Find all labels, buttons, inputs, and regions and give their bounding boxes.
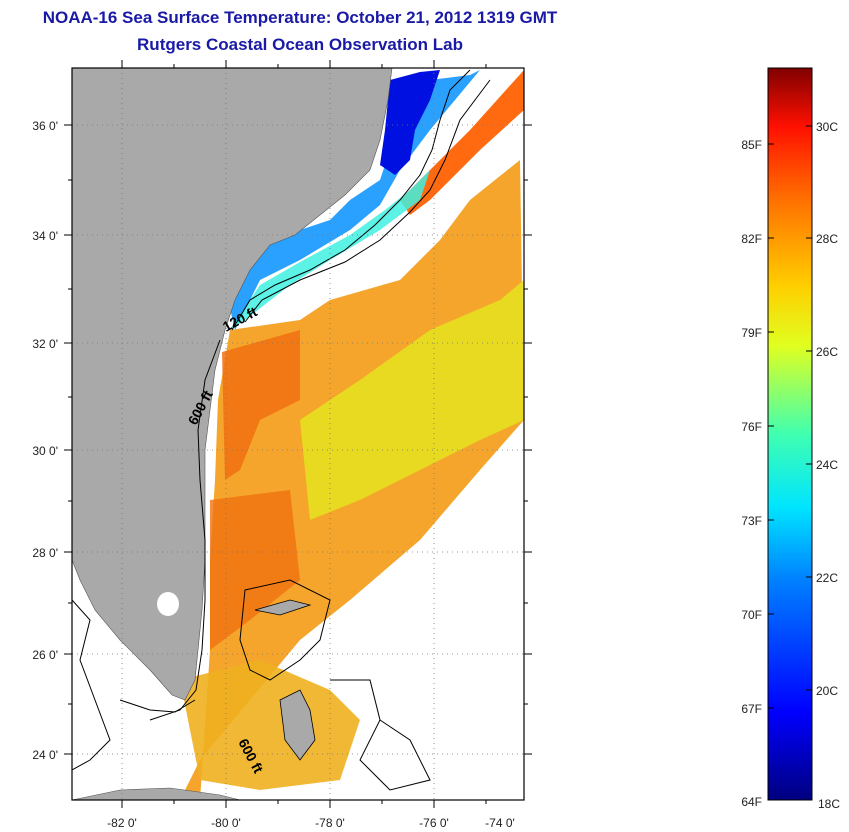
contour-600ft <box>244 79 491 323</box>
colorbar-c-label: 20C <box>816 684 838 698</box>
lon-tick-label: -82 0' <box>107 816 137 830</box>
colorbar-f-label: 73F <box>741 514 762 528</box>
pamlico-sound-cold <box>380 70 440 175</box>
gulf-stream-northern-arm <box>400 70 524 215</box>
colorbar-c-label: 28C <box>816 232 838 246</box>
axis-ticks <box>64 60 532 808</box>
lat-tick-label: 34 0' <box>32 229 58 243</box>
colorbar-c-label: 22C <box>816 571 838 585</box>
map-panel <box>72 68 524 800</box>
florida-keys <box>119 699 196 713</box>
lat-tick-label: 28 0' <box>32 546 58 560</box>
colorbar-gradient <box>767 67 813 801</box>
colorbar-c-label: 24C <box>816 458 838 472</box>
contour-west-florida <box>72 599 111 771</box>
colorbar-f-label: 76F <box>741 420 762 434</box>
bahamas-warm-field <box>180 660 360 790</box>
contour-120ft <box>231 69 471 331</box>
lat-tick-label: 24 0' <box>32 748 58 762</box>
colorbar-f-label: 82F <box>741 232 762 246</box>
map-subtitle: Rutgers Coastal Ocean Observation Lab <box>137 35 463 54</box>
cold-shelf-water <box>228 70 480 330</box>
lon-tick-label: -74 0' <box>485 816 515 830</box>
grand-bahama <box>254 599 312 616</box>
hot-core-field-south <box>210 490 300 650</box>
colorbar-f-label: 79F <box>741 326 762 340</box>
contour-bahamas <box>239 579 331 681</box>
yellow-band-field <box>300 280 524 520</box>
lat-tick-label: 30 0' <box>32 444 58 458</box>
colorbar-c-label: 18C <box>818 797 840 811</box>
lat-tick-label: 32 0' <box>32 337 58 351</box>
map-title: NOAA-16 Sea Surface Temperature: October… <box>42 8 558 27</box>
cuba <box>72 787 241 800</box>
colorbar-f-label: 67F <box>741 702 762 716</box>
colorbar-f-label: 64F <box>741 795 762 809</box>
lat-tick-label: 36 0' <box>32 119 58 133</box>
temperature-colorbar <box>767 67 813 801</box>
colorbar-c-label: 30C <box>816 120 838 134</box>
lat-tick-label: 26 0' <box>32 648 58 662</box>
hot-core-field <box>222 330 300 480</box>
lon-tick-label: -78 0' <box>315 816 345 830</box>
colorbar-c-label: 26C <box>816 345 838 359</box>
us-mainland <box>72 68 393 701</box>
map-frame <box>71 67 525 801</box>
colorbar-f-label: 85F <box>741 138 762 152</box>
contour-bahamas-south <box>330 679 431 791</box>
lon-tick-label: -80 0' <box>211 816 241 830</box>
andros-island <box>279 689 316 761</box>
lon-tick-label: -76 0' <box>419 816 449 830</box>
contour-florida-shelf <box>149 339 221 721</box>
colorbar-f-label: 70F <box>741 608 762 622</box>
graticule <box>72 68 524 800</box>
lake-okeechobee <box>157 592 179 616</box>
